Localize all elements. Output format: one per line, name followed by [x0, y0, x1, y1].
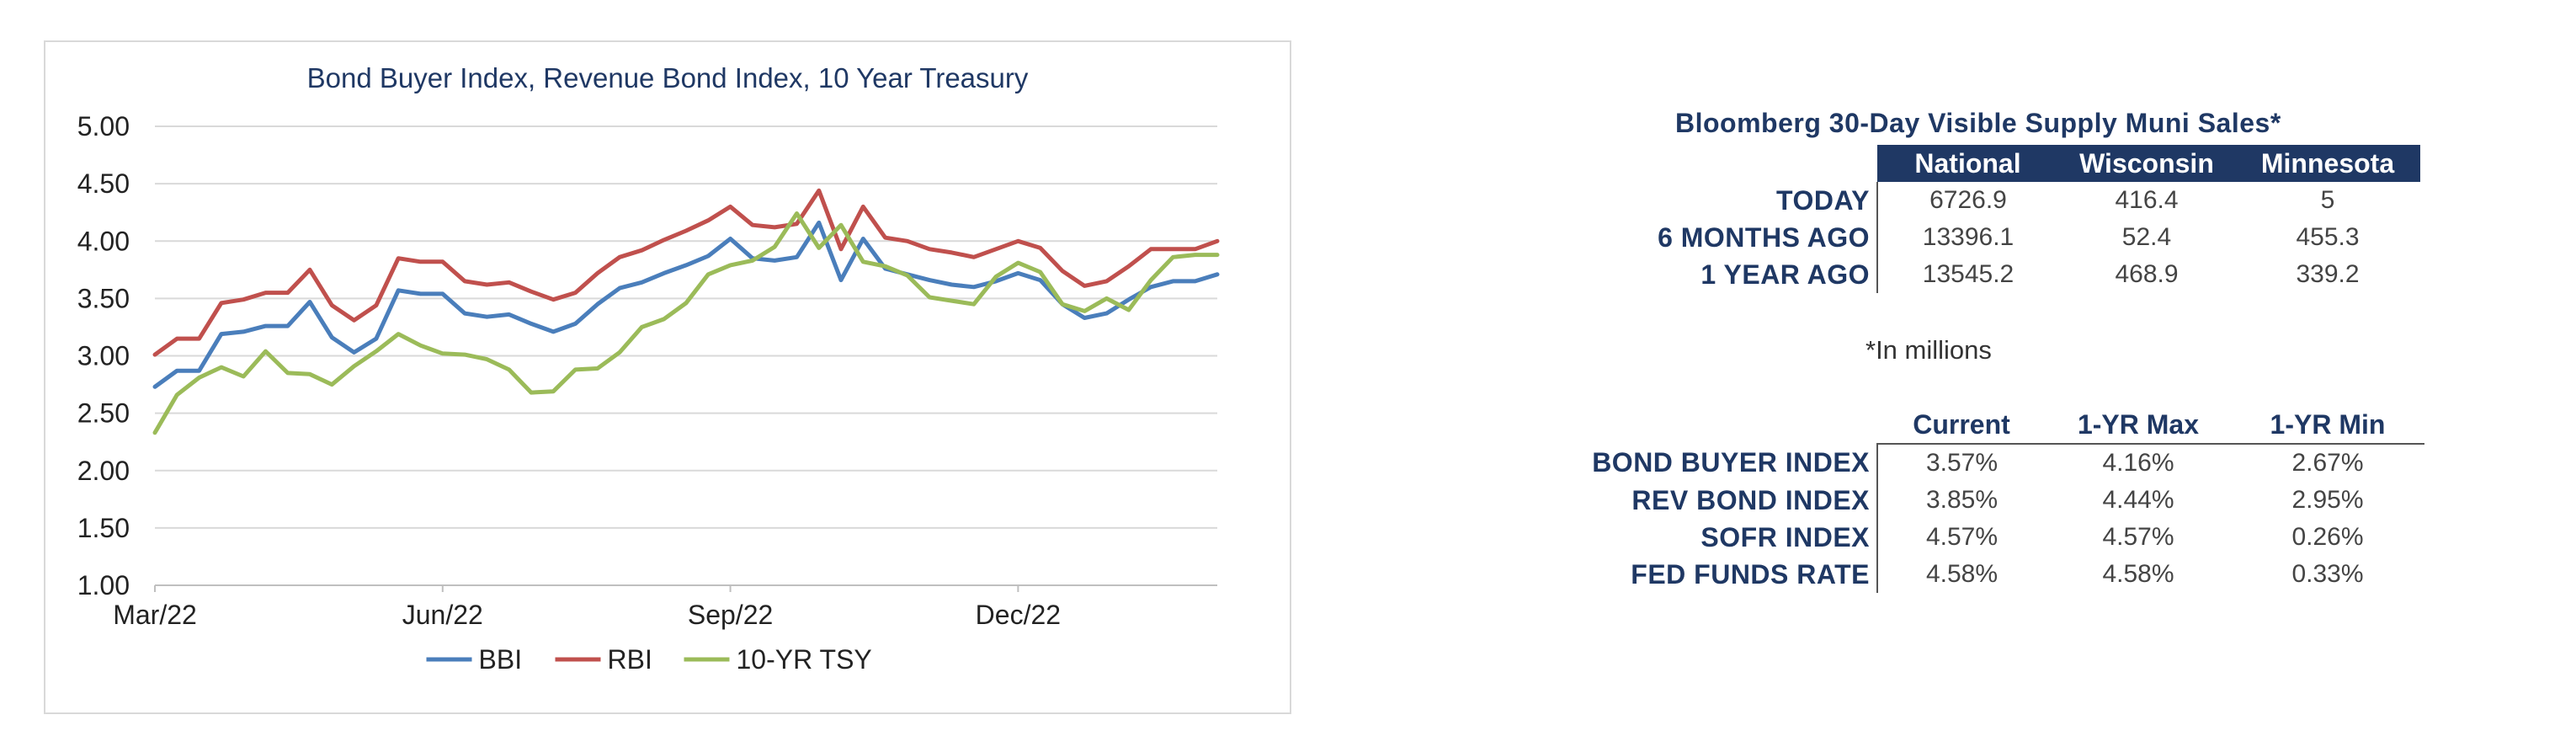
y-tick-label: 4.00 — [77, 226, 130, 256]
y-tick-label: 1.00 — [77, 570, 130, 600]
supply-col-minnesota: Minnesota — [2235, 145, 2420, 182]
supply-header-blank — [1599, 145, 1877, 182]
table-cell: 0.26% — [2291, 523, 2364, 551]
series-line-bbi — [152, 220, 1220, 389]
x-tick-label: Dec/22 — [976, 600, 1061, 630]
y-tick-label: 2.50 — [77, 398, 130, 429]
supply-table-title: Bloomberg 30-Day Visible Supply Muni Sal… — [1675, 108, 2281, 138]
table-row: BOND BUYER INDEX 3.57% 4.16% 2.67% — [1532, 444, 2424, 482]
x-tick-label: Sep/22 — [688, 600, 773, 630]
rates-header-blank — [1532, 406, 1877, 444]
supply-table: National Wisconsin Minnesota TODAY 6726.… — [1599, 145, 2420, 293]
supply-col-national: National — [1877, 145, 2058, 182]
y-tick-label: 5.00 — [77, 111, 130, 141]
row-label: BOND BUYER INDEX — [1532, 444, 1878, 482]
table-cell: 13396.1 — [1922, 223, 2014, 251]
table-cell: 3.85% — [1925, 486, 1999, 514]
supply-col-wisconsin: Wisconsin — [2058, 145, 2235, 182]
table-cell: 52.4 — [2121, 223, 2172, 251]
table-cell: 468.9 — [2115, 260, 2179, 288]
y-tick-label: 3.50 — [77, 283, 130, 313]
table-cell: 3.57% — [1925, 449, 1999, 477]
table-row: 6 MONTHS AGO 13396.1 52.4 455.3 — [1599, 219, 2420, 256]
legend-label: 10-YR TSY — [737, 644, 872, 675]
y-tick-label: 1.50 — [77, 513, 130, 543]
row-label: 6 MONTHS AGO — [1599, 219, 1878, 256]
x-axis-ticks: Mar/22 Jun/22 Sep/22 Dec/22 — [113, 584, 1217, 630]
rates-header-row: Current 1-YR Max 1-YR Min — [1532, 406, 2424, 445]
table-cell: 4.16% — [2102, 449, 2174, 477]
rates-col-current: Current — [1877, 406, 2046, 445]
y-tick-label: 2.00 — [77, 456, 130, 486]
table-cell: 4.57% — [1925, 523, 1999, 551]
x-tick-label: Mar/22 — [113, 600, 197, 630]
table-cell: 416.4 — [2115, 186, 2179, 214]
table-cell: 5 — [2320, 186, 2335, 214]
rates-col-min: 1-YR Min — [2231, 406, 2424, 445]
table-cell: 2.95% — [2291, 486, 2364, 514]
table-row: TODAY 6726.9 416.4 5 — [1599, 182, 2420, 219]
table-cell: 4.57% — [2102, 523, 2174, 551]
row-label: SOFR INDEX — [1532, 519, 1878, 556]
series-line-rbi — [152, 188, 1220, 357]
y-tick-label: 3.00 — [77, 341, 130, 371]
table-cell: 0.33% — [2291, 560, 2364, 588]
table-cell: 6726.9 — [1929, 186, 2007, 214]
rates-table: Current 1-YR Max 1-YR Min BOND BUYER IND… — [1532, 406, 2424, 593]
legend: BBI RBI 10-YR TSY — [426, 644, 872, 675]
supply-footnote: *In millions — [1865, 335, 1992, 365]
table-cell: 4.44% — [2102, 486, 2174, 514]
row-label: FED FUNDS RATE — [1532, 556, 1878, 593]
table-row: REV BOND INDEX 3.85% 4.44% 2.95% — [1532, 482, 2424, 519]
line-chart: 5.00 4.50 4.00 3.50 3.00 2.50 2.00 1.50 1.00 Mar… — [77, 111, 1220, 675]
row-label: TODAY — [1599, 182, 1878, 219]
grid-lines — [155, 125, 1217, 586]
x-tick-label: Jun/22 — [402, 600, 483, 630]
row-label: REV BOND INDEX — [1532, 482, 1878, 519]
table-row: 1 YEAR AGO 13545.2 468.9 339.2 — [1599, 256, 2420, 293]
supply-header-row: National Wisconsin Minnesota — [1599, 145, 2420, 182]
y-axis-ticks: 5.00 4.50 4.00 3.50 3.00 2.50 2.00 1.50 1.00 — [77, 111, 130, 600]
table-cell: 13545.2 — [1922, 260, 2014, 288]
table-cell: 4.58% — [2102, 560, 2174, 588]
table-cell: 2.67% — [2291, 449, 2364, 477]
chart-title: Bond Buyer Index, Revenue Bond Index, 10… — [306, 62, 1029, 93]
rates-col-max: 1-YR Max — [2046, 406, 2231, 445]
table-cell: 455.3 — [2296, 223, 2360, 251]
row-label: 1 YEAR AGO — [1599, 256, 1878, 293]
table-row: SOFR INDEX 4.57% 4.57% 0.26% — [1532, 519, 2424, 556]
legend-label: BBI — [479, 644, 523, 675]
legend-label: RBI — [608, 644, 652, 675]
table-cell: 339.2 — [2296, 260, 2360, 288]
series-line-10-yr-tsy — [152, 211, 1220, 435]
series-lines — [152, 188, 1220, 435]
y-tick-label: 4.50 — [77, 168, 130, 199]
chart-panel: Bond Buyer Index, Revenue Bond Index, 10… — [44, 40, 1291, 714]
table-cell: 4.58% — [1925, 560, 1999, 588]
table-row: FED FUNDS RATE 4.58% 4.58% 0.33% — [1532, 556, 2424, 593]
